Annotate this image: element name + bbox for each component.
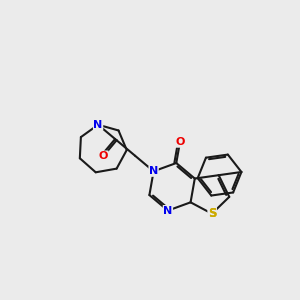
Text: N: N — [149, 166, 158, 176]
Text: O: O — [99, 151, 108, 161]
Text: N: N — [163, 206, 172, 216]
Text: S: S — [208, 208, 216, 220]
Text: S: S — [208, 208, 216, 220]
Text: O: O — [175, 137, 184, 147]
Text: N: N — [94, 120, 103, 130]
